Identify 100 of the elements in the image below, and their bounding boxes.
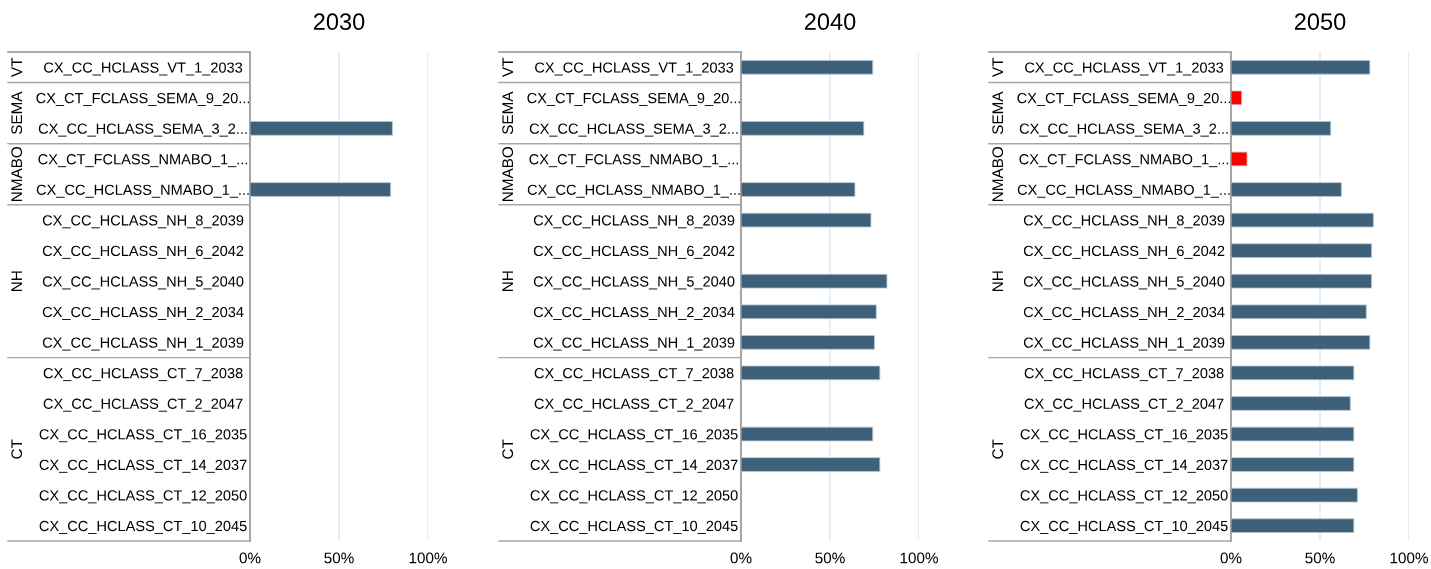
y-tick-label: CX_CC_HCLASS_CT_7_2038: [534, 368, 734, 382]
x-tick-label: 50%: [815, 552, 845, 564]
y-tick-label: CX_CC_HCLASS_SEMA_3_2...: [529, 123, 738, 137]
x-tick-label: 50%: [324, 552, 354, 564]
bar: [1231, 90, 1243, 106]
bar: [1231, 335, 1371, 350]
y-tick-label: CX_CC_HCLASS_NH_8_2039: [1023, 215, 1225, 229]
y-tick-label: CX_CT_FCLASS_NMABO_1_...: [1019, 154, 1229, 168]
chart-title: 2050: [1294, 13, 1346, 31]
text: SEMA: [11, 91, 23, 135]
bar: [1231, 59, 1371, 75]
y-tick-label: CX_CC_HCLASS_NMABO_1_...: [1017, 184, 1230, 198]
bar: [1231, 304, 1367, 320]
y-tick-label: CX_CC_HCLASS_CT_2_2047: [43, 398, 243, 412]
y-tick-label: CX_CC_HCLASS_CT_7_2038: [43, 368, 243, 382]
y-tick-label: CX_CC_HCLASS_CT_14_2037: [39, 459, 247, 473]
text: NH: [992, 271, 1003, 291]
y-tick-label: CX_CT_FCLASS_NMABO_1_...: [529, 154, 739, 168]
y-tick-label: CX_CC_HCLASS_NH_5_2040: [42, 276, 244, 290]
bar: [741, 304, 877, 320]
text: CT: [992, 439, 1004, 459]
y-tick-label: CX_CC_HCLASS_CT_12_2050: [39, 490, 247, 504]
x-tick-label: 100%: [900, 552, 938, 564]
text: NH: [502, 271, 513, 291]
text: CT: [11, 439, 23, 459]
y-tick-label: CX_CC_HCLASS_VT_1_2033: [44, 62, 243, 76]
x-tick-label: 100%: [409, 552, 447, 564]
text: VT: [502, 57, 513, 77]
y-tick-label: CX_CC_HCLASS_NH_8_2039: [533, 215, 735, 229]
bar: [741, 273, 888, 289]
y-tick-label: CX_CT_FCLASS_NMABO_1_...: [38, 154, 248, 168]
y-tick-label: CX_CC_HCLASS_NH_2_2034: [1023, 306, 1225, 320]
bar: [1231, 457, 1355, 472]
bar: [741, 335, 875, 350]
y-tick-label: CX_CC_HCLASS_VT_1_2033: [535, 62, 734, 76]
text: CT: [502, 439, 514, 459]
bar: [1231, 365, 1355, 381]
bar: [741, 182, 856, 197]
bar: [1231, 121, 1332, 136]
bar: [1231, 273, 1373, 289]
y-tick-label: CX_CC_HCLASS_CT_10_2045: [530, 520, 738, 534]
text: VT: [992, 57, 1003, 77]
y-tick-label: CX_CC_HCLASS_CT_14_2037: [1020, 459, 1228, 473]
y-tick-label: CX_CC_HCLASS_NMABO_1_...: [527, 184, 740, 198]
y-tick-label: CX_CC_HCLASS_CT_12_2050: [1020, 490, 1228, 504]
y-tick-label: CX_CC_HCLASS_CT_2_2047: [1024, 398, 1224, 412]
y-tick-label: CX_CC_HCLASS_NH_6_2042: [42, 245, 244, 259]
y-tick-label: CX_CT_FCLASS_SEMA_9_20...: [527, 92, 741, 107]
y-tick-label: CX_CC_HCLASS_CT_10_2045: [1020, 520, 1228, 534]
x-tick-label: 0%: [239, 552, 261, 564]
bar: [741, 59, 874, 75]
y-tick-label: CX_CC_HCLASS_NH_6_2042: [1023, 245, 1225, 259]
y-tick-label: CX_CC_HCLASS_NH_5_2040: [1023, 276, 1225, 290]
y-tick-label: CX_CC_HCLASS_NH_2_2034: [42, 306, 244, 320]
y-tick-label: CX_CC_HCLASS_CT_10_2045: [39, 520, 247, 534]
bar: [1231, 243, 1373, 258]
bar: [1231, 182, 1342, 197]
text: SEMA: [502, 91, 514, 135]
text: NMABO: [992, 146, 1004, 202]
bar: [1231, 518, 1355, 534]
y-tick-label: CX_CT_FCLASS_SEMA_9_20...: [1017, 92, 1231, 107]
text: VT: [11, 57, 22, 77]
y-tick-label: CX_CC_HCLASS_CT_16_2035: [530, 429, 738, 443]
bar: [1231, 212, 1374, 228]
y-tick-label: CX_CC_HCLASS_CT_16_2035: [39, 429, 247, 443]
bar: [741, 426, 874, 442]
y-tick-label: CX_CC_HCLASS_NH_5_2040: [533, 276, 735, 290]
text: NMABO: [502, 146, 514, 202]
bar: [1231, 396, 1351, 411]
y-tick-label: CX_CC_HCLASS_NH_1_2039: [533, 337, 735, 351]
bar: [1231, 151, 1248, 167]
y-tick-label: CX_CC_HCLASS_CT_14_2037: [530, 459, 738, 473]
y-tick-label: CX_CC_HCLASS_VT_1_2033: [1025, 62, 1224, 76]
y-tick-label: CX_CC_HCLASS_SEMA_3_2...: [38, 123, 247, 137]
bar: [741, 212, 872, 228]
y-tick-label: CX_CC_HCLASS_CT_12_2050: [530, 490, 738, 504]
y-tick-label: CX_CT_FCLASS_SEMA_9_20...: [36, 92, 250, 107]
text: SEMA: [992, 91, 1004, 135]
bar: [741, 457, 881, 472]
chart-title: 2030: [313, 13, 365, 31]
x-tick-label: 0%: [730, 552, 752, 564]
y-tick-label: CX_CC_HCLASS_CT_2_2047: [534, 398, 734, 412]
bar: [741, 365, 881, 381]
bar: [1231, 487, 1358, 503]
y-tick-label: CX_CC_HCLASS_NH_1_2039: [1023, 337, 1225, 351]
y-tick-label: CX_CC_HCLASS_NH_8_2039: [42, 215, 244, 229]
bar: [741, 121, 865, 136]
y-tick-label: CX_CC_HCLASS_NH_1_2039: [42, 337, 244, 351]
y-tick-label: CX_CC_HCLASS_NH_6_2042: [533, 245, 735, 259]
text: NH: [11, 271, 22, 291]
chart-title: 2040: [804, 13, 856, 31]
x-tick-label: 100%: [1390, 552, 1428, 564]
x-tick-label: 0%: [1220, 552, 1242, 564]
y-tick-label: CX_CC_HCLASS_SEMA_3_2...: [1019, 123, 1228, 137]
text: NMABO: [11, 146, 23, 202]
y-tick-label: CX_CC_HCLASS_NH_2_2034: [533, 306, 735, 320]
y-tick-label: CX_CC_HCLASS_CT_16_2035: [1020, 429, 1228, 443]
x-tick-label: 50%: [1305, 552, 1335, 564]
bar: [1231, 426, 1355, 442]
y-tick-label: CX_CC_HCLASS_NMABO_1_...: [36, 184, 249, 198]
